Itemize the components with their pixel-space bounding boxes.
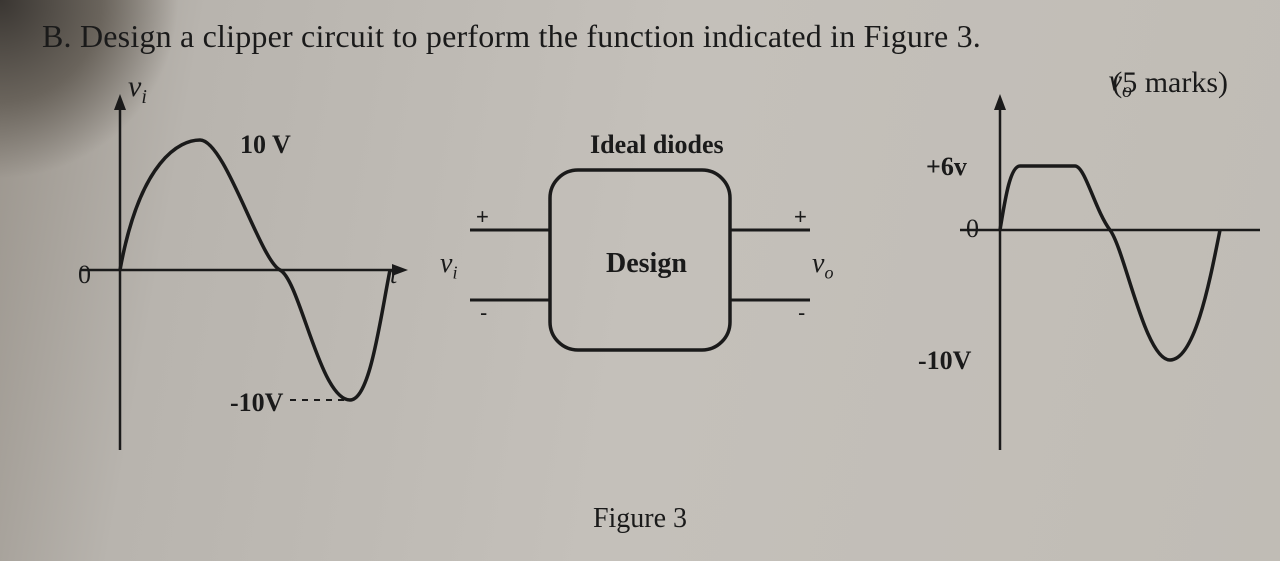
vi-port: vi xyxy=(440,248,457,284)
vi-sym: v xyxy=(128,70,141,103)
vo-clip-pos: +6v xyxy=(926,152,967,182)
vi-minus: - xyxy=(480,300,487,326)
page-background: B. Design a clipper circuit to perform t… xyxy=(0,0,1280,561)
design-block: Ideal diodes Design + vi - + vo - xyxy=(440,130,840,430)
design-svg xyxy=(440,130,840,430)
vi-plus: + xyxy=(476,204,489,230)
question-prefix: B. xyxy=(42,18,72,54)
vo-minus: - xyxy=(798,300,805,326)
vo-sym: v xyxy=(1109,64,1122,97)
output-waveform-graph: 0 +6v -10V xyxy=(910,100,1270,460)
vi-time: t xyxy=(390,260,397,290)
vi-neg-amp: -10V xyxy=(230,388,283,418)
vo-port: vo xyxy=(812,248,833,284)
ideal-diodes-label: Ideal diodes xyxy=(590,130,724,160)
vo-clip-neg: -10V xyxy=(918,346,971,376)
vo-plus: + xyxy=(794,204,807,230)
question-text: B. Design a clipper circuit to perform t… xyxy=(42,18,981,55)
figure-caption: Figure 3 xyxy=(0,503,1280,535)
vo-zero: 0 xyxy=(966,214,979,244)
vo-axis-symbol: vo xyxy=(1109,64,1132,103)
vo-sub: o xyxy=(1122,80,1132,102)
vi-zero: 0 xyxy=(78,260,91,290)
question-body: Design a clipper circuit to perform the … xyxy=(80,18,981,54)
input-waveform-graph: 0 10 V -10V t xyxy=(60,100,420,460)
design-text: Design xyxy=(606,248,687,280)
vi-pos-amp: 10 V xyxy=(240,130,291,160)
